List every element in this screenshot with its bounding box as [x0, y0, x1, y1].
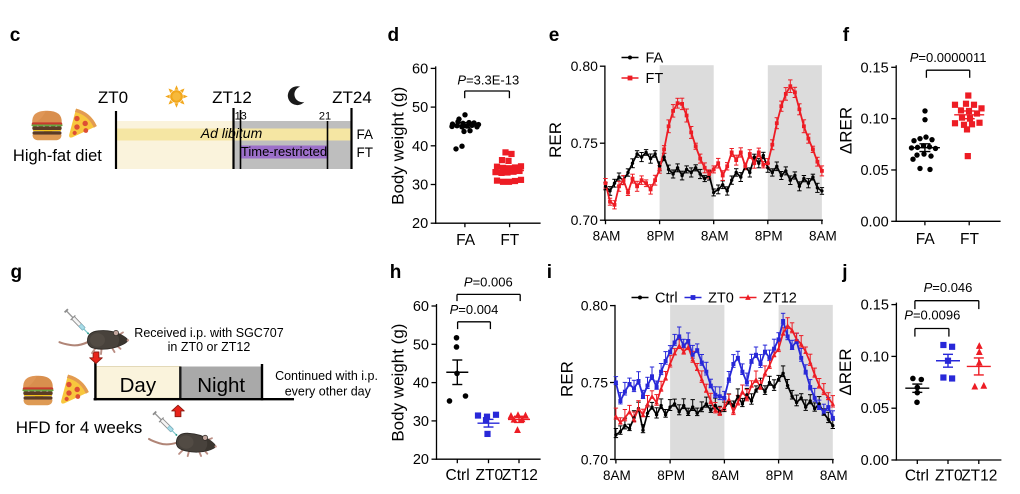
- svg-text:d: d: [388, 25, 400, 46]
- svg-text:0.75: 0.75: [571, 135, 598, 151]
- svg-text:FA: FA: [357, 127, 374, 142]
- svg-text:0.75: 0.75: [581, 375, 608, 391]
- svg-text:8PM: 8PM: [647, 229, 675, 244]
- svg-text:g: g: [11, 262, 23, 283]
- svg-text:13: 13: [235, 111, 247, 123]
- svg-text:8AM: 8AM: [820, 468, 848, 483]
- svg-text:ZT0: ZT0: [708, 291, 734, 307]
- svg-text:Body weight (g): Body weight (g): [388, 87, 407, 205]
- svg-text:20: 20: [412, 216, 428, 232]
- svg-text:20: 20: [413, 452, 429, 468]
- svg-text:Continued with i.p.: Continued with i.p.: [275, 369, 378, 383]
- svg-text:40: 40: [413, 376, 429, 392]
- svg-text:ΔRER: ΔRER: [836, 348, 855, 395]
- svg-text:0.00: 0.00: [861, 453, 889, 469]
- svg-text:e: e: [549, 25, 560, 46]
- svg-text:FA: FA: [646, 51, 664, 67]
- svg-text:0.80: 0.80: [571, 58, 598, 74]
- svg-text:FT: FT: [646, 71, 664, 87]
- svg-text:i: i: [547, 262, 552, 283]
- svg-text:30: 30: [412, 178, 428, 194]
- svg-text:Time-restricted: Time-restricted: [241, 144, 327, 159]
- svg-text:8PM: 8PM: [766, 468, 794, 483]
- svg-text:0.15: 0.15: [861, 298, 889, 314]
- svg-text:ZT12: ZT12: [763, 291, 797, 307]
- svg-text:21: 21: [319, 111, 331, 123]
- svg-text:ZT0: ZT0: [98, 88, 128, 107]
- svg-text:60: 60: [413, 299, 429, 315]
- svg-text:f: f: [843, 25, 850, 46]
- svg-text:FT: FT: [960, 231, 979, 248]
- svg-text:FT: FT: [357, 145, 374, 160]
- svg-text:ZT0: ZT0: [476, 467, 504, 484]
- svg-text:8AM: 8AM: [809, 229, 837, 244]
- svg-text:FT: FT: [500, 232, 519, 249]
- svg-text:P=0.0000011: P=0.0000011: [910, 50, 987, 65]
- svg-text:0.70: 0.70: [571, 212, 598, 228]
- svg-text:8AM: 8AM: [603, 468, 631, 483]
- svg-text:0.10: 0.10: [861, 349, 889, 365]
- svg-text:8AM: 8AM: [712, 468, 740, 483]
- svg-text:h: h: [390, 262, 402, 283]
- svg-text:30: 30: [413, 414, 429, 430]
- svg-text:40: 40: [412, 139, 428, 155]
- svg-text:ZT0: ZT0: [935, 467, 963, 484]
- svg-text:j: j: [841, 262, 847, 283]
- svg-text:Body weight (g): Body weight (g): [388, 324, 407, 442]
- svg-text:ZT12: ZT12: [212, 88, 252, 107]
- svg-text:60: 60: [412, 61, 428, 77]
- svg-text:ΔRER: ΔRER: [837, 107, 856, 154]
- svg-text:in ZT0 or ZT12: in ZT0 or ZT12: [168, 340, 251, 354]
- svg-text:RER: RER: [546, 122, 565, 158]
- svg-text:P=0.046: P=0.046: [924, 280, 973, 295]
- svg-text:0.05: 0.05: [861, 401, 889, 417]
- svg-text:High-fat diet: High-fat diet: [13, 147, 102, 165]
- svg-text:Ctrl: Ctrl: [905, 467, 929, 484]
- svg-text:HFD for 4 weeks: HFD for 4 weeks: [16, 418, 143, 437]
- svg-text:ZT12: ZT12: [502, 467, 538, 484]
- svg-text:Night: Night: [197, 374, 245, 397]
- svg-text:ZT24: ZT24: [332, 88, 372, 107]
- svg-text:P=0.006: P=0.006: [464, 275, 513, 290]
- svg-text:Ctrl: Ctrl: [655, 291, 678, 307]
- svg-text:50: 50: [413, 337, 429, 353]
- svg-text:Ad libitum: Ad libitum: [200, 125, 263, 141]
- svg-text:FA: FA: [456, 232, 476, 249]
- svg-text:8PM: 8PM: [755, 229, 783, 244]
- svg-text:0.05: 0.05: [860, 163, 888, 179]
- svg-text:P=0.0096: P=0.0096: [904, 308, 960, 323]
- svg-text:8AM: 8AM: [593, 229, 621, 244]
- svg-text:Received i.p. with SGC707: Received i.p. with SGC707: [134, 326, 283, 340]
- svg-text:every other day: every other day: [285, 384, 372, 398]
- svg-text:8PM: 8PM: [657, 468, 685, 483]
- svg-text:50: 50: [412, 100, 428, 116]
- svg-text:P=0.004: P=0.004: [450, 302, 499, 317]
- svg-text:Day: Day: [120, 374, 157, 397]
- svg-text:0.10: 0.10: [860, 112, 888, 128]
- svg-text:0.00: 0.00: [860, 214, 888, 230]
- svg-text:8AM: 8AM: [701, 229, 729, 244]
- svg-text:Ctrl: Ctrl: [446, 467, 470, 484]
- svg-text:0.15: 0.15: [860, 60, 888, 76]
- svg-text:P=3.3E-13: P=3.3E-13: [457, 73, 519, 88]
- svg-text:0.80: 0.80: [581, 298, 608, 314]
- svg-text:ZT12: ZT12: [961, 467, 997, 484]
- svg-text:c: c: [10, 25, 21, 46]
- svg-text:RER: RER: [557, 361, 576, 397]
- svg-text:FA: FA: [916, 231, 936, 248]
- svg-text:0.70: 0.70: [581, 451, 608, 467]
